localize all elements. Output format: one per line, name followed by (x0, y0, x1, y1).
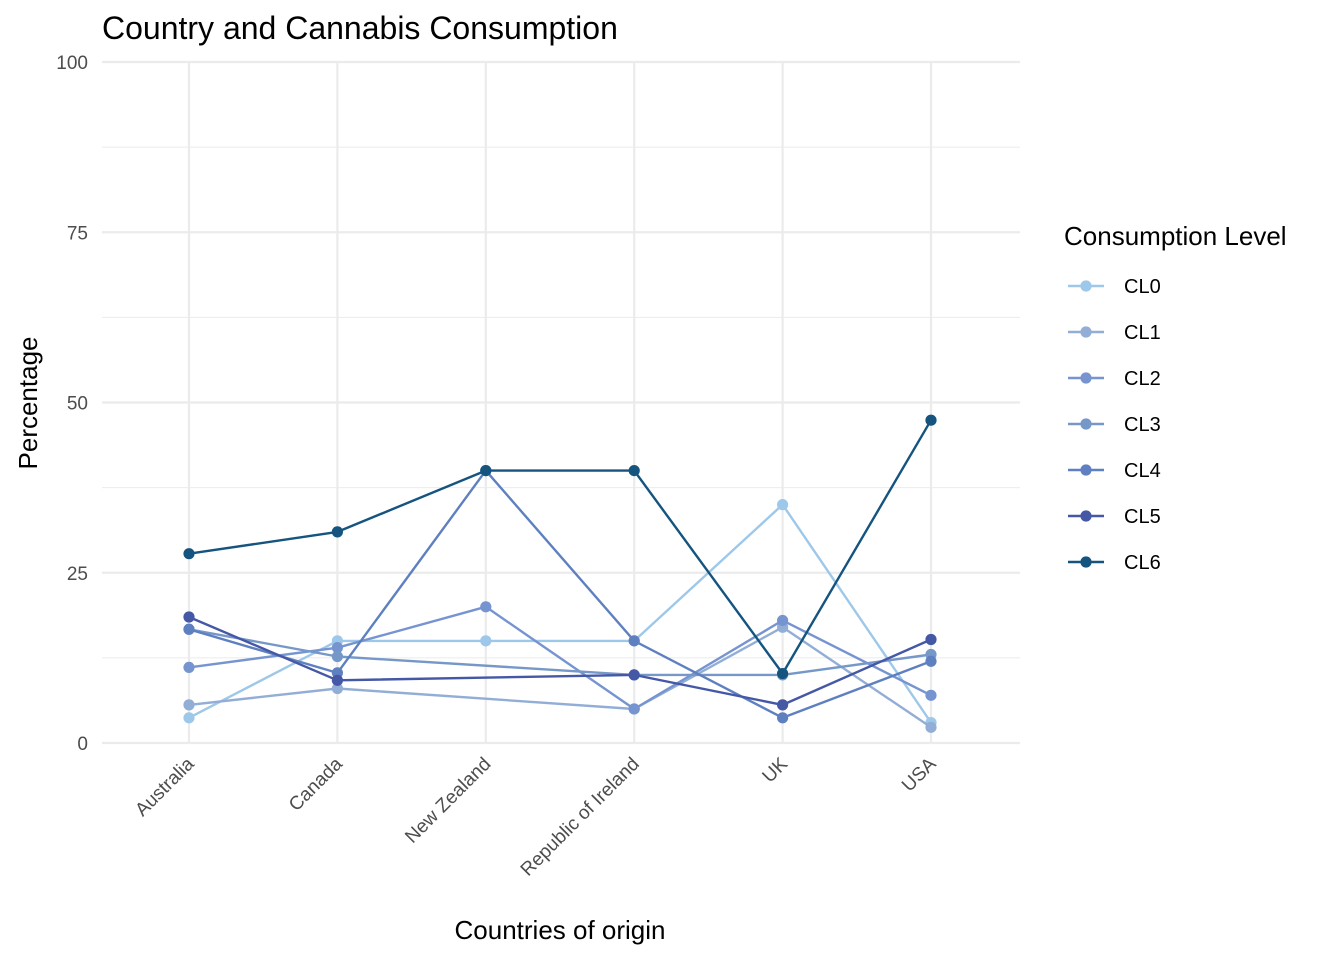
legend: Consumption Level CL0 CL1 CL2 CL3 CL4 CL5 CL6 (1064, 221, 1287, 574)
legend-label: CL5 (1124, 506, 1161, 528)
series-line (188, 503, 932, 724)
legend-title: Consumption Level (1064, 221, 1287, 251)
legend-item-cl6: CL6 (1068, 552, 1161, 574)
y-tick-label: 75 (67, 223, 88, 244)
x-tick-label: New Zealand (401, 754, 495, 848)
data-point (331, 642, 343, 654)
legend-item-cl0: CL0 (1068, 276, 1161, 298)
series-cl6 (183, 414, 937, 680)
series-line (188, 419, 933, 675)
x-tick-label: UK (759, 753, 793, 787)
x-axis-title: Countries of origin (455, 915, 666, 945)
data-point (925, 721, 937, 733)
data-point (183, 661, 195, 674)
data-point (628, 669, 640, 681)
legend-item-cl3: CL3 (1068, 414, 1161, 436)
legend-key-point (1080, 418, 1092, 430)
y-tick-label: 50 (67, 394, 88, 415)
series-cl5 (183, 611, 937, 711)
chart-title: Country and Cannabis Consumption (102, 10, 618, 46)
legend-item-cl4: CL4 (1068, 460, 1161, 482)
legend-item-cl1: CL1 (1068, 322, 1161, 344)
data-point (925, 655, 937, 667)
x-tick-label: Republic of Ireland (517, 754, 644, 881)
data-point (777, 614, 789, 627)
data-point (183, 699, 195, 711)
data-point (777, 667, 789, 680)
legend-key-point (1080, 280, 1092, 292)
data-point (628, 465, 640, 477)
legend-label: CL0 (1124, 276, 1161, 298)
legend-key-point (1080, 372, 1092, 384)
y-tick-label: 100 (56, 53, 88, 74)
legend-key-point (1080, 326, 1092, 338)
legend-label: CL1 (1124, 322, 1161, 344)
data-point (331, 650, 343, 663)
data-point (628, 703, 640, 715)
legend-key-point (1080, 464, 1092, 476)
legend-label: CL4 (1124, 460, 1161, 482)
data-point (925, 633, 937, 646)
y-axis-ticks: 0 25 50 75 100 (56, 53, 88, 755)
data-point (331, 526, 343, 538)
data-point (777, 699, 789, 711)
series-line (188, 469, 932, 719)
data-point (925, 689, 937, 701)
data-point (628, 635, 640, 647)
series-layer (183, 414, 937, 733)
legend-item-cl5: CL5 (1068, 506, 1161, 528)
data-point (183, 623, 195, 635)
data-point (331, 674, 343, 686)
data-point (480, 601, 492, 613)
series-cl4 (183, 465, 937, 724)
x-tick-label: USA (898, 753, 941, 796)
legend-item-cl2: CL2 (1068, 368, 1161, 390)
y-tick-label: 25 (67, 564, 88, 585)
y-axis-title: Percentage (13, 337, 43, 470)
data-point (480, 465, 492, 477)
x-tick-label: Australia (131, 753, 198, 820)
data-point (183, 712, 195, 724)
data-point (777, 499, 789, 511)
legend-key-point (1080, 556, 1092, 568)
legend-label: CL3 (1124, 414, 1161, 436)
legend-key-point (1080, 510, 1092, 522)
legend-label: CL2 (1124, 368, 1161, 390)
legend-label: CL6 (1124, 552, 1161, 574)
data-point (331, 682, 343, 695)
data-point (925, 414, 937, 426)
data-point (777, 712, 789, 724)
x-tick-label: Canada (285, 753, 347, 815)
data-point (480, 635, 492, 647)
data-point (183, 611, 195, 623)
data-point (183, 548, 195, 560)
y-tick-label: 0 (77, 734, 88, 755)
x-axis-ticks: Australia Canada New Zealand Republic of Ir… (131, 753, 940, 880)
